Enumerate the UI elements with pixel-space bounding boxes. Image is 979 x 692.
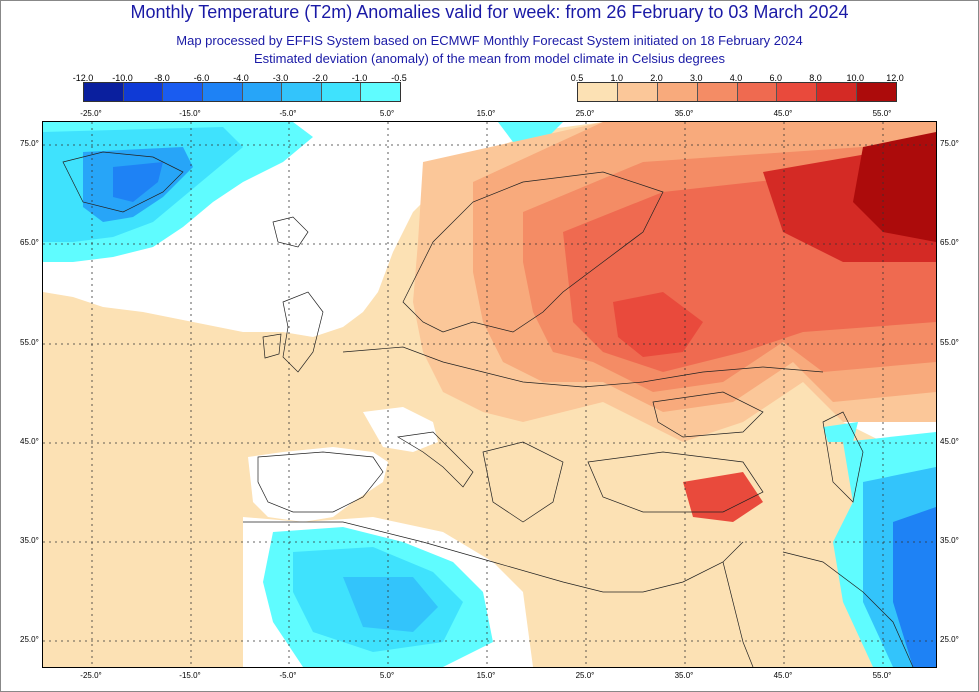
warm-legend-swatch — [578, 83, 618, 101]
cold-anomaly-4-middle-east — [893, 507, 936, 667]
cold-anomaly-4-greenland — [113, 162, 163, 202]
longitude-label-top: 55.0° — [872, 109, 892, 118]
coastlines — [62, 151, 914, 667]
map-subtitle-processing: Map processed by EFFIS System based on E… — [176, 33, 803, 48]
warm-legend-swatch — [857, 83, 896, 101]
cold-legend-swatch — [163, 83, 203, 101]
cold-legend-label: -3.0 — [272, 73, 289, 83]
warm-legend-swatch — [697, 83, 738, 101]
latitude-label-left: 25.0° — [20, 635, 39, 644]
map-title: Monthly Temperature (T2m) Anomalies vali… — [130, 2, 849, 22]
latitude-label-right: 65.0° — [940, 238, 959, 247]
warm-legend-swatch — [737, 83, 778, 101]
cold-legend-label: -6.0 — [193, 73, 210, 83]
longitude-label-top: -5.0° — [279, 109, 297, 118]
cold-legend-swatch — [361, 83, 400, 101]
longitude-label-bottom: 55.0° — [872, 671, 892, 680]
warm-legend-label: 12.0 — [886, 73, 904, 83]
longitude-label-top: 25.0° — [575, 109, 595, 118]
latitude-label-right: 75.0° — [940, 139, 959, 148]
cold-legend-label: -10.0 — [112, 73, 133, 83]
longitude-label-bottom: -25.0° — [80, 671, 102, 680]
longitude-label-top: -15.0° — [179, 109, 201, 118]
cold-legend-swatch — [321, 83, 362, 101]
latitude-label-left: 55.0° — [20, 338, 39, 347]
cold-legend-label: -0.5 — [391, 73, 407, 83]
latitude-label-left: 35.0° — [20, 536, 39, 545]
warm-legend-label: 1.0 — [610, 73, 624, 83]
longitude-label-top: 45.0° — [773, 109, 793, 118]
warm-legend-label: 8.0 — [809, 73, 822, 83]
cold-anomaly-caspian — [823, 422, 858, 442]
cold-legend-swatch — [242, 83, 283, 101]
longitude-label-bottom: 5.0° — [379, 671, 395, 680]
cold-legend-label: -2.0 — [312, 73, 328, 83]
warm-legend-label: 2.0 — [650, 73, 663, 83]
warm-anomaly-6-ukraine — [613, 292, 703, 357]
near-zero-anomaly-north-atlantic — [43, 122, 936, 337]
longitude-label-bottom: 35.0° — [674, 671, 694, 680]
cold-legend-label: -8.0 — [154, 73, 170, 83]
latitude-label-left: 75.0° — [20, 139, 39, 148]
map-subtitle-description: Estimated deviation (anomaly) of the mea… — [253, 51, 726, 66]
cold-legend-swatch — [202, 83, 243, 101]
longitude-label-bottom: -15.0° — [179, 671, 201, 680]
longitude-label-top: 35.0° — [674, 109, 694, 118]
warm-legend-swatch — [777, 83, 818, 101]
warm-legend-label: 4.0 — [729, 73, 743, 83]
cold-legend-swatch — [282, 83, 322, 101]
cold-legend-swatch — [84, 83, 124, 101]
longitude-label-top: 5.0° — [379, 109, 395, 118]
warm-legend-swatch — [617, 83, 658, 101]
warm-anomaly-10-north-russia — [853, 132, 936, 242]
warm-legend-label: 6.0 — [769, 73, 783, 83]
latitude-label-right: 35.0° — [940, 536, 959, 545]
warm-anomaly-6-turkey — [683, 472, 763, 522]
longitude-label-bottom: 15.0° — [476, 671, 496, 680]
latitude-label-left: 65.0° — [20, 238, 39, 247]
warm-legend-label: 3.0 — [689, 73, 703, 83]
warm-anomaly-legend — [577, 82, 897, 102]
longitude-label-top: -25.0° — [80, 109, 102, 118]
graticule — [43, 122, 936, 667]
cold-anomaly-2-sahara — [343, 577, 438, 632]
cold-legend-label: -4.0 — [233, 73, 249, 83]
cold-legend-label: -1.0 — [351, 73, 368, 83]
longitude-label-bottom: 25.0° — [575, 671, 595, 680]
longitude-label-top: 15.0° — [476, 109, 496, 118]
near-zero-anomaly-iberia — [248, 447, 388, 522]
cold-legend-swatch — [123, 83, 164, 101]
latitude-label-left: 45.0° — [20, 437, 39, 446]
cold-anomaly-legend — [83, 82, 401, 102]
longitude-label-bottom: -5.0° — [279, 671, 297, 680]
latitude-label-right: 25.0° — [940, 635, 959, 644]
longitude-label-bottom: 45.0° — [773, 671, 793, 680]
warm-legend-swatch — [817, 83, 858, 101]
warm-legend-label: 0.5 — [570, 73, 584, 83]
latitude-label-right: 45.0° — [940, 437, 959, 446]
warm-legend-label: 10.0 — [846, 73, 865, 83]
anomaly-map — [42, 121, 937, 668]
cold-legend-label: -12.0 — [72, 73, 94, 83]
warm-legend-swatch — [657, 83, 698, 101]
latitude-label-right: 55.0° — [940, 338, 959, 347]
anomaly-map-canvas — [43, 122, 936, 667]
near-zero-anomaly-gulf-of-lion — [363, 407, 438, 452]
